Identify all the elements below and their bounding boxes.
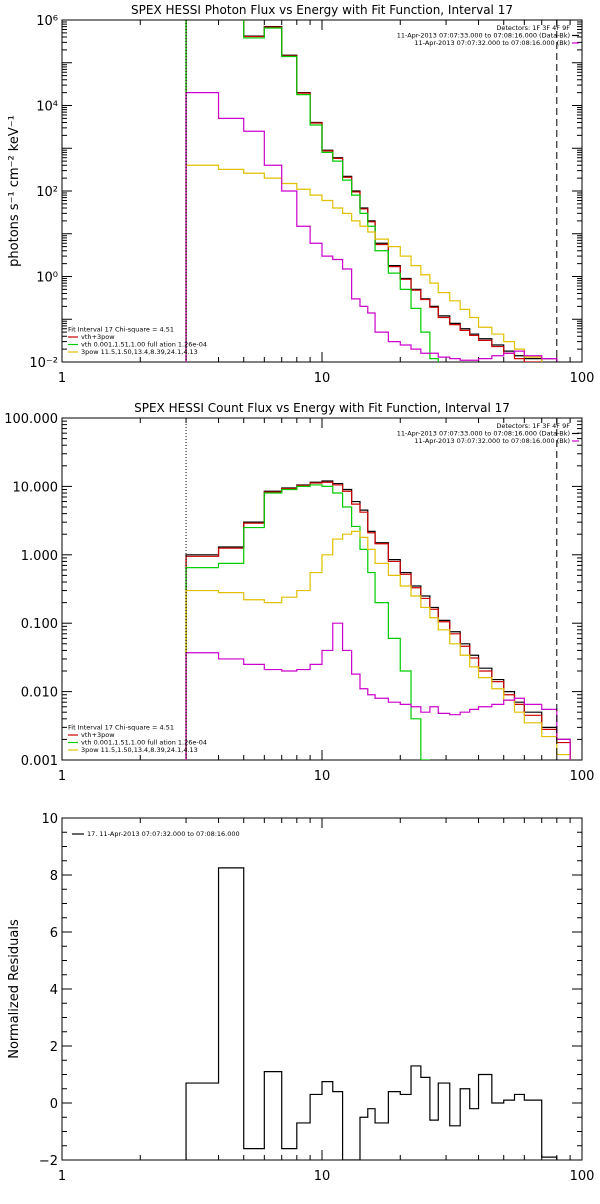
series-line-vth bbox=[185, 484, 430, 760]
series-line-bk bbox=[185, 622, 571, 760]
x-tick-label: 10 bbox=[314, 371, 331, 386]
x-tick-label: 10 bbox=[314, 1169, 331, 1184]
legend-bottom-left-entry: vth 0.001,1.51,1.00 full ation 1.26e-04 bbox=[81, 739, 207, 747]
legend-top-right-entry: Detectors: 1F 3F 4F 9F bbox=[496, 24, 570, 32]
series-line-data bbox=[185, 20, 571, 362]
series-line-bk bbox=[185, 92, 571, 362]
series-line-3pow bbox=[185, 164, 571, 362]
plot-frame bbox=[61, 417, 583, 761]
y-tick-label: 6 bbox=[50, 926, 58, 941]
y-tick-label: 10⁴ bbox=[36, 100, 58, 115]
chart-panel-1: SPEX HESSI Photon Flux vs Energy with Fi… bbox=[7, 3, 594, 386]
x-tick-label: 100 bbox=[570, 1169, 595, 1184]
series-group bbox=[185, 20, 571, 362]
y-tick-label: 10 bbox=[41, 812, 58, 827]
x-tick-label: 1 bbox=[58, 371, 66, 386]
series-line-residuals bbox=[185, 867, 558, 1160]
y-tick-label: 4 bbox=[50, 983, 58, 998]
chart-panel-2: SPEX HESSI Count Flux vs Energy with Fit… bbox=[4, 401, 594, 784]
plot-frame bbox=[61, 19, 583, 363]
legend-bottom-left-entry: Fit Interval 17 Chi-square = 4.51 bbox=[68, 326, 174, 334]
y-tick-label: 10⁶ bbox=[36, 14, 58, 29]
y-tick-label: 1.000 bbox=[21, 549, 58, 564]
series-line-vth-3pow bbox=[185, 20, 571, 362]
y-tick-label: 8 bbox=[50, 869, 58, 884]
chart-title: SPEX HESSI Photon Flux vs Energy with Fi… bbox=[131, 3, 513, 17]
legend-top-right-entry: 11-Apr-2013 07:07:33.000 to 07:08:16.000… bbox=[397, 32, 570, 40]
x-tick-label: 1 bbox=[58, 769, 66, 784]
series-line-3pow bbox=[185, 530, 571, 760]
y-tick-label: 100.000 bbox=[4, 412, 58, 427]
y-axis-label: photons s⁻¹ cm⁻² keV⁻¹ bbox=[7, 115, 22, 267]
plot-frame bbox=[61, 817, 583, 1161]
y-tick-label: 10⁰ bbox=[36, 271, 58, 286]
series-group bbox=[185, 867, 558, 1160]
chart-panel-3: 1 10 100 10 8 6 4 2 0 −2 Normalized Residuals 17. 1… bbox=[7, 812, 594, 1184]
series-line-vth bbox=[185, 20, 451, 362]
legend-top-right-entry: 11-Apr-2013 07:07:32.000 to 07:08:16.000… bbox=[414, 39, 570, 47]
legend-bottom-left-entry: 3pow 11.5,1.50,13.4,8.39,24.1,4.13 bbox=[81, 746, 198, 754]
y-axis-label: Normalized Residuals bbox=[7, 919, 22, 1059]
y-tick-label: 0 bbox=[50, 1097, 58, 1112]
y-tick-label: 0.100 bbox=[21, 617, 58, 632]
x-tick-label: 100 bbox=[570, 769, 595, 784]
legend-top-right-entry: 11-Apr-2013 07:07:32.000 to 07:08:16.000… bbox=[414, 437, 570, 445]
y-tick-label: 0.010 bbox=[21, 686, 58, 701]
x-tick-label: 1 bbox=[58, 1169, 66, 1184]
x-tick-label: 10 bbox=[314, 769, 331, 784]
legend-top-right-entry: Detectors: 1F 3F 4F 9F bbox=[496, 422, 570, 430]
x-tick-label: 100 bbox=[570, 371, 595, 386]
y-tick-label: 2 bbox=[50, 1040, 58, 1055]
y-tick-label: 10⁻² bbox=[29, 356, 58, 371]
legend-top-right-entry: 11-Apr-2013 07:07:33.000 to 07:08:16.000… bbox=[397, 430, 570, 438]
legend-bottom-left-entry: vth 0.001,1.51,1.00 full ation 1.26e-04 bbox=[81, 341, 207, 349]
legend-bottom-left-entry: Fit Interval 17 Chi-square = 4.51 bbox=[68, 724, 174, 732]
y-tick-label: 10.000 bbox=[13, 480, 59, 495]
legend-bottom-left-entry: 3pow 11.5,1.50,13.4,8.39,24.1,4.13 bbox=[81, 348, 198, 356]
series-line-vth-3pow bbox=[185, 481, 571, 760]
y-tick-label: 0.001 bbox=[21, 754, 58, 769]
y-tick-label: 10² bbox=[36, 185, 58, 200]
y-tick-label: −2 bbox=[39, 1154, 58, 1169]
series-group bbox=[185, 480, 571, 760]
legend-bottom-left-entry: vth+3pow bbox=[81, 333, 115, 341]
legend-bottom-left-entry: vth+3pow bbox=[81, 731, 115, 739]
chart-title: SPEX HESSI Count Flux vs Energy with Fit… bbox=[134, 401, 510, 415]
legend-top-left-entry: 17. 11-Apr-2013 07:07:32.000 to 07:08:16… bbox=[87, 830, 240, 838]
